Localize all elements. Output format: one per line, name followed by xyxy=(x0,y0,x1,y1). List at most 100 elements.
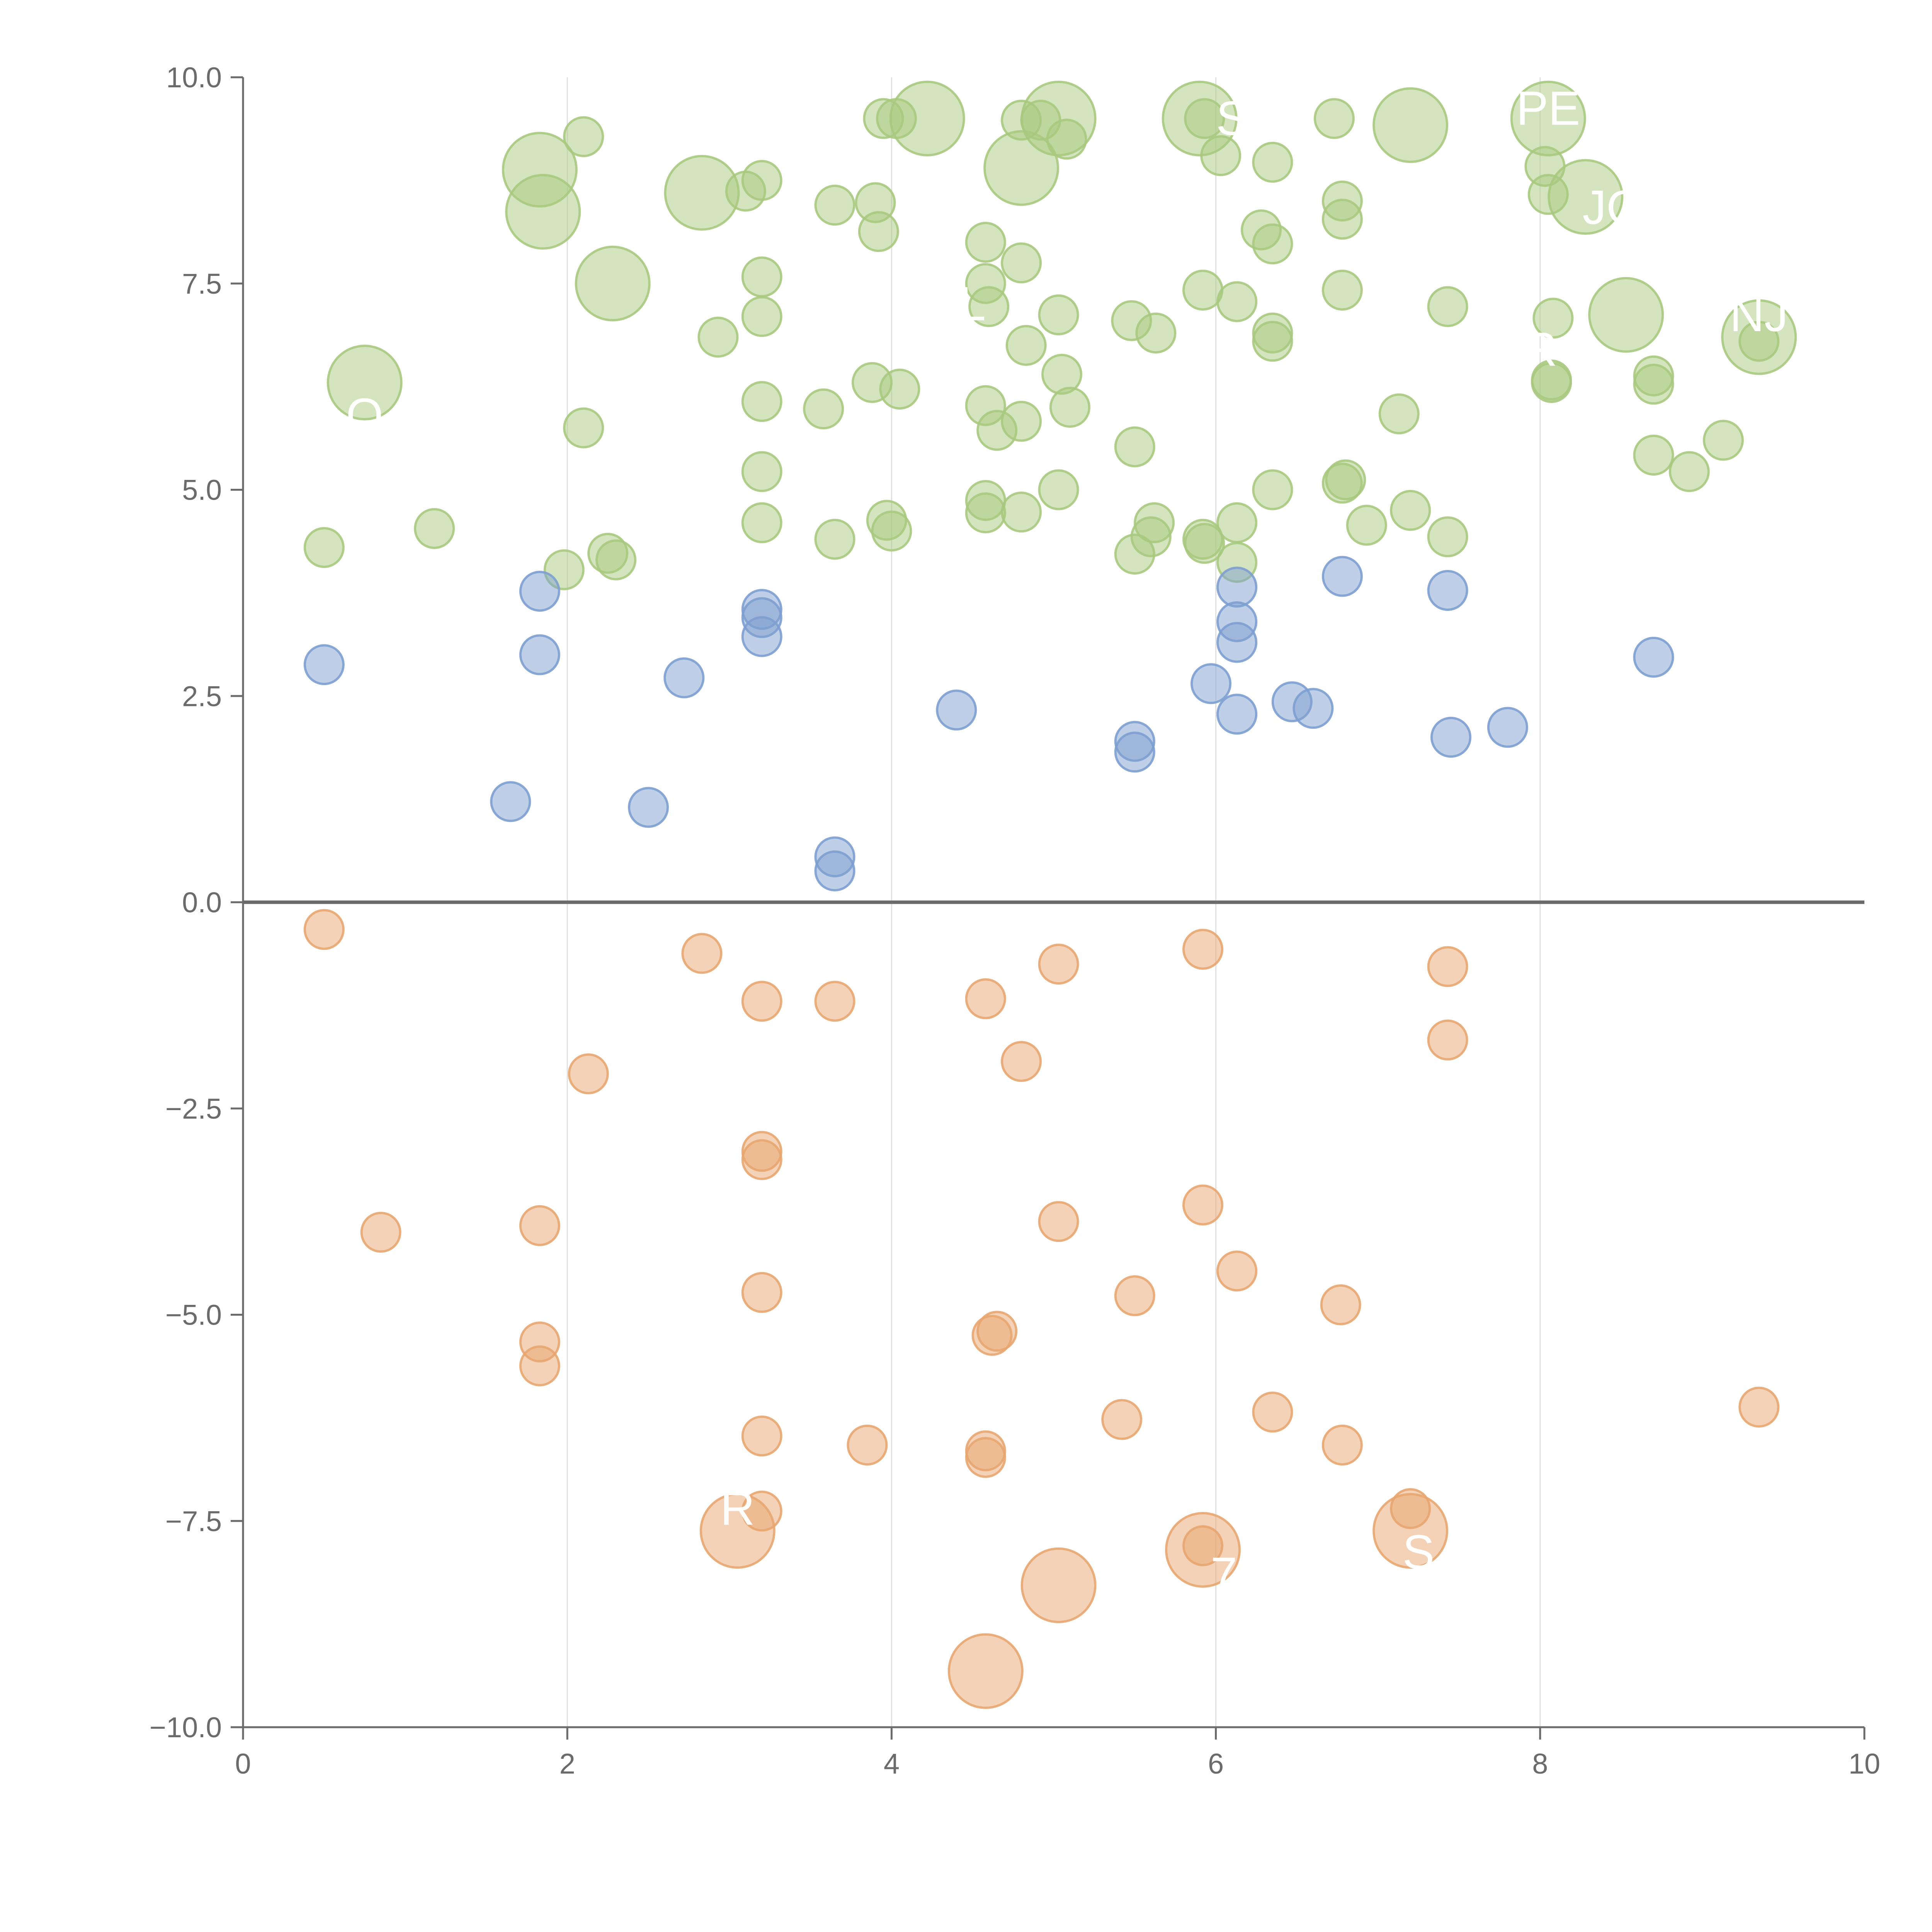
bubble-point xyxy=(1001,401,1042,442)
bubble-point xyxy=(628,787,669,828)
bubble-point xyxy=(1346,505,1387,546)
bubble-point xyxy=(1001,242,1042,284)
bubble-point xyxy=(1668,451,1710,492)
bubble-point xyxy=(741,1139,782,1180)
bubble-point xyxy=(847,1424,888,1466)
bubble-point xyxy=(1548,159,1624,235)
bubble-point xyxy=(1252,141,1293,183)
y-tick-label: −7.5 xyxy=(165,1505,222,1537)
bubble-point xyxy=(1184,523,1225,564)
bubble-point xyxy=(1114,426,1155,468)
bubble-point xyxy=(936,689,977,731)
bubble-point xyxy=(741,616,782,657)
bubble-point xyxy=(1165,1512,1241,1588)
bubble-point xyxy=(741,160,782,201)
bubble-point xyxy=(1372,1493,1449,1569)
bubble-point xyxy=(303,527,345,568)
bubble-point xyxy=(1427,946,1468,987)
y-tick-label: 5.0 xyxy=(182,474,222,506)
x-tick-label: 4 xyxy=(884,1748,900,1780)
bubble-point xyxy=(303,644,345,685)
bubble-point xyxy=(303,909,345,950)
bubble-point xyxy=(1427,570,1468,611)
bubble-point xyxy=(1531,362,1572,403)
bubble-point xyxy=(1182,1184,1224,1226)
bubble-point xyxy=(563,116,604,157)
bubble-point xyxy=(1321,269,1363,311)
bubble-point xyxy=(814,981,855,1022)
bubble-point xyxy=(519,571,560,612)
bubble-point xyxy=(697,316,739,358)
bubble-point xyxy=(1216,1250,1258,1292)
bubble-point xyxy=(1427,516,1468,558)
x-tick-label: 8 xyxy=(1532,1748,1548,1780)
bubble-point xyxy=(871,510,912,552)
y-tick-label: −10.0 xyxy=(150,1711,222,1743)
bubble-point xyxy=(1216,694,1258,735)
bubble-point xyxy=(1633,364,1674,405)
y-tick-label: −5.0 xyxy=(165,1299,222,1331)
bubble-label: S xyxy=(1216,92,1248,145)
bubble-point xyxy=(968,286,1010,327)
bubble-point xyxy=(1321,556,1363,597)
bubble-point xyxy=(1005,325,1047,366)
bubble-point xyxy=(1049,387,1090,428)
bubble-point xyxy=(1252,469,1293,510)
bubble-point xyxy=(1216,622,1258,663)
bubble-point xyxy=(741,1272,782,1313)
bubble-point xyxy=(1182,269,1224,311)
bubble-point xyxy=(519,634,560,675)
bubble-point xyxy=(1325,459,1366,500)
bubble-point xyxy=(814,850,855,891)
bubble-point xyxy=(1001,1041,1042,1082)
bubble-point xyxy=(1114,534,1155,575)
bubble-point xyxy=(663,657,705,699)
bubble-point xyxy=(741,502,782,543)
bubble-point xyxy=(1046,119,1087,160)
bubble-point xyxy=(1427,286,1468,327)
bubble-point xyxy=(1702,420,1744,461)
bubble-point xyxy=(947,1633,1024,1709)
bubble-point xyxy=(965,1437,1006,1478)
bubble-point xyxy=(1487,707,1528,748)
bubble-point xyxy=(327,344,403,420)
bubble-label: R xyxy=(720,1482,755,1535)
bubble-point xyxy=(965,492,1006,534)
y-tick-label: 2.5 xyxy=(182,680,222,712)
bubble-point xyxy=(1321,199,1363,240)
y-tick-label: 0.0 xyxy=(182,886,222,918)
bubble-point xyxy=(563,407,604,449)
bubble-point xyxy=(1190,663,1232,704)
bubble-point xyxy=(1313,98,1355,139)
bubble-point xyxy=(1114,731,1155,773)
bubble-label: PE xyxy=(1516,82,1580,135)
bubble-point xyxy=(505,174,581,250)
bubble-point xyxy=(965,978,1006,1019)
bubble-point xyxy=(814,519,855,560)
bubble-point xyxy=(490,781,531,822)
bubble-point xyxy=(879,369,920,410)
bubble-point xyxy=(1101,1399,1143,1440)
bubble-point xyxy=(414,508,455,549)
bubble-point xyxy=(519,1345,560,1386)
bubble-point xyxy=(1216,566,1258,608)
bubble-point xyxy=(1532,298,1574,339)
bubble-point xyxy=(1038,294,1079,335)
bubble-point xyxy=(803,388,844,430)
bubble-point xyxy=(965,222,1006,263)
bubble-point xyxy=(1378,393,1420,435)
bubbles xyxy=(303,80,1797,1709)
y-tick-label: −2.5 xyxy=(165,1093,222,1125)
bubble-label: R xyxy=(1523,323,1558,376)
bubble-point xyxy=(971,1315,1013,1356)
bubble-point xyxy=(1038,1201,1079,1242)
bubble-label: NJ xyxy=(1730,288,1788,342)
bubble-label: EL xyxy=(927,277,986,331)
bubble-point xyxy=(1633,636,1674,678)
bubble-point xyxy=(741,381,782,422)
bubble-point xyxy=(1038,944,1079,985)
bubble-point xyxy=(1216,281,1258,322)
x-tick-label: 2 xyxy=(560,1748,575,1780)
bubble-point xyxy=(741,451,782,492)
bubble-point xyxy=(1182,929,1224,970)
